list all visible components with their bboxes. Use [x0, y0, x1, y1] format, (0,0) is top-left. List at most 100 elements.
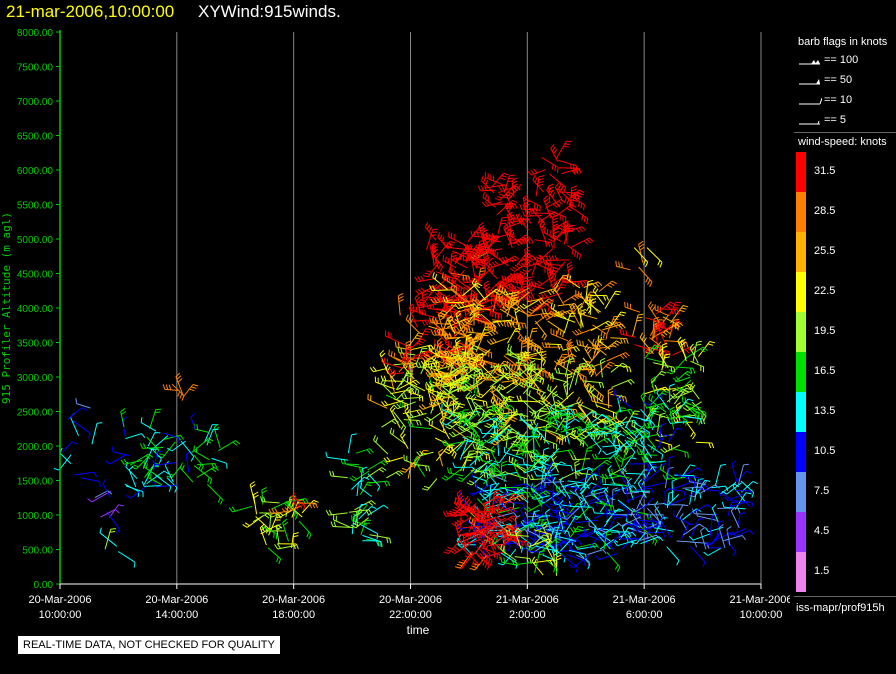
wind-barb — [139, 443, 164, 449]
wind-barb — [482, 406, 501, 417]
wind-barb — [146, 470, 169, 485]
wind-barb — [351, 476, 370, 490]
wind-barb — [441, 403, 457, 417]
wind-barb — [682, 416, 703, 425]
wind-barb — [435, 372, 458, 379]
wind-barb — [429, 242, 437, 263]
chart-title: XYWind:915winds. — [198, 2, 341, 21]
wind-barb — [431, 253, 444, 272]
wind-barb — [402, 409, 424, 416]
wind-barb — [648, 511, 662, 527]
wind-barb — [686, 422, 696, 440]
y-tick-label: 500.00 — [22, 546, 53, 557]
wind-barb — [475, 332, 490, 352]
wind-barb — [554, 367, 573, 376]
wind-barb — [389, 427, 406, 445]
colorbar-swatch — [796, 192, 806, 232]
wind-barb — [568, 368, 582, 390]
wind-barb — [61, 441, 78, 453]
colorbar-label: 19.5 — [814, 325, 836, 337]
wind-barb — [346, 464, 364, 474]
wind-barb-plot: 0.00 500.00 1000.00 1500.00 2000.00 2500.00 30… — [0, 28, 790, 637]
wind-barb — [448, 231, 467, 247]
wind-barb — [420, 360, 440, 366]
wind-barb — [462, 525, 484, 532]
y-tick-label: 2500.00 — [17, 408, 54, 419]
wind-barb — [544, 199, 566, 209]
wind-barb — [630, 463, 651, 469]
wind-barb — [260, 496, 280, 504]
wind-barb — [441, 467, 463, 481]
legend-panel: barb flags in knots == 100 == 50 == 10 == 5… — [794, 30, 896, 622]
wind-barb — [575, 362, 586, 386]
barb-sample-icon — [799, 120, 820, 125]
wind-barb — [621, 457, 637, 471]
wind-barb — [120, 408, 127, 428]
wind-barb — [668, 301, 682, 316]
wind-barb — [488, 516, 507, 525]
wind-barb — [125, 433, 146, 440]
wind-barb — [99, 527, 118, 547]
wind-barb — [452, 397, 459, 418]
wind-barb — [555, 505, 563, 530]
wind-barb — [507, 501, 525, 509]
wind-barb — [476, 385, 494, 399]
wind-barb — [441, 415, 460, 426]
wind-barb — [667, 418, 687, 424]
wind-barb — [167, 440, 186, 452]
wind-barb — [490, 364, 511, 371]
legend-divider — [794, 132, 896, 133]
wind-barb — [527, 168, 546, 176]
wind-barb — [406, 412, 427, 419]
wind-barb — [533, 529, 552, 540]
wind-barb — [669, 406, 676, 430]
wind-barb — [125, 486, 147, 499]
wind-barb — [530, 485, 547, 497]
wind-barb — [397, 347, 416, 356]
y-tick-label: 6500.00 — [17, 132, 54, 143]
wind-barb — [190, 413, 197, 432]
wind-barb — [674, 474, 697, 481]
wind-barb — [479, 359, 496, 380]
wind-barb — [454, 520, 463, 541]
wind-barb — [541, 342, 563, 348]
wind-barb — [481, 540, 492, 557]
wind-barb — [598, 464, 604, 484]
wind-barb — [354, 500, 376, 511]
wind-barb — [471, 475, 488, 487]
wind-barb — [497, 292, 506, 310]
wind-barb — [444, 440, 465, 455]
wind-barb — [347, 433, 357, 454]
wind-barb — [253, 491, 259, 515]
wind-barb — [558, 159, 578, 172]
colorbar-label: 10.5 — [814, 445, 836, 457]
wind-barb — [644, 451, 656, 472]
wind-barb — [498, 285, 514, 302]
wind-barb — [414, 275, 437, 283]
wind-barb — [673, 510, 693, 526]
wind-barb — [508, 491, 533, 498]
wind-barb — [105, 453, 127, 465]
wind-barb — [632, 313, 644, 337]
wind-barb — [566, 193, 585, 211]
wind-barb — [660, 515, 672, 539]
wind-barb — [650, 370, 667, 384]
wind-barb — [552, 274, 569, 293]
wind-barb — [611, 379, 635, 388]
wind-barb — [179, 462, 194, 483]
wind-barb — [349, 470, 370, 482]
wind-barb — [468, 405, 483, 420]
wind-barb — [365, 467, 387, 479]
barb-legend-label: == 10 — [824, 94, 853, 106]
wind-barb — [570, 526, 589, 533]
wind-barb — [639, 332, 654, 355]
wind-barb — [557, 303, 579, 310]
wind-barb — [603, 530, 613, 550]
wind-barb — [682, 486, 706, 493]
wind-barb — [462, 381, 480, 390]
colorbar-label: 13.5 — [814, 405, 836, 417]
wind-barb — [534, 239, 553, 248]
wind-barb — [690, 406, 707, 418]
wind-barb — [644, 463, 657, 482]
wind-barb — [579, 473, 598, 492]
